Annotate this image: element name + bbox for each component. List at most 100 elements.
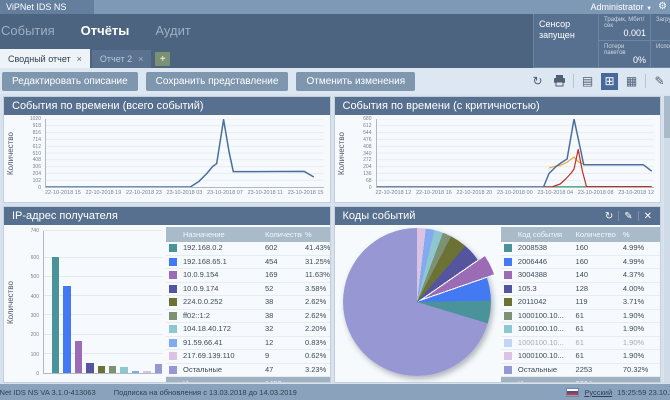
bar-91.59.66.41[interactable] [131, 370, 140, 373]
table-total-row: Итого:3204 [500, 376, 660, 382]
column-header[interactable] [500, 227, 515, 242]
column-header[interactable]: Количество [262, 227, 302, 242]
y-tick-label: 612 [32, 143, 41, 150]
y-tick-label: 476 [363, 136, 372, 143]
close-icon[interactable]: ✕ [643, 210, 652, 222]
table-row[interactable]: 217.69.139.110 9 0.62% [166, 349, 330, 364]
y-tick-label: 300 [30, 313, 39, 320]
column-header[interactable]: % [302, 227, 330, 242]
color-swatch [503, 352, 512, 361]
table-row[interactable]: 1000100.10...611.90%С [500, 322, 660, 337]
bar-Остальные[interactable] [154, 363, 163, 373]
exploded-slice[interactable] [349, 225, 498, 373]
table-row[interactable]: Остальные 47 3.23% [166, 363, 330, 377]
column-header[interactable] [166, 227, 180, 242]
nav-item-audit[interactable]: Аудит [155, 23, 191, 38]
bar-10.0.9.154[interactable] [74, 340, 83, 373]
language-link[interactable]: Русский [584, 387, 613, 397]
stat-cpu: Загрузка ЦП [650, 14, 670, 41]
plot-area [43, 230, 163, 374]
save-view-button[interactable]: Сохранить представление [145, 71, 289, 91]
nav-item-reports[interactable]: Отчёты [80, 23, 130, 38]
bar-10.0.9.174[interactable] [86, 363, 94, 373]
color-swatch [169, 271, 177, 280]
column-header[interactable]: % [619, 227, 657, 242]
color-swatch [169, 352, 177, 361]
column-header[interactable]: Код события [514, 227, 573, 242]
refresh-icon[interactable]: ↻ [532, 74, 543, 88]
close-icon[interactable]: × [138, 54, 144, 64]
table-row[interactable]: 192.168.65.1 454 31.25% [166, 255, 330, 269]
column-header[interactable]: Назначение [180, 227, 262, 242]
close-icon[interactable]: × [76, 53, 82, 64]
tab-summary-report[interactable]: Сводный отчет × [0, 49, 90, 68]
table-row[interactable]: 104.18.40.172 32 2.20% [166, 322, 330, 337]
table-row[interactable]: 10.0.9.154 169 11.63% [166, 268, 330, 283]
y-tick-label: 1020 [29, 116, 41, 122]
list-view-icon[interactable]: ▤ [581, 74, 594, 88]
panel-events-criticality-header[interactable]: События по времени (с критичностью) [334, 97, 660, 115]
table-row[interactable]: 224.0.0.252 38 2.62% [166, 295, 330, 310]
table-row[interactable]: 1000100.10...611.90%С [500, 336, 660, 350]
table-row[interactable]: ff02::1:2 38 2.62% [166, 309, 330, 323]
dashboard-grid: События по времени (всего событий) Колич… [0, 94, 670, 384]
nav-item-events[interactable]: События [1, 23, 55, 38]
color-swatch [503, 271, 512, 280]
column-header[interactable]: Количество [572, 227, 620, 242]
y-tick-label: 0 [38, 185, 41, 191]
refresh-icon[interactable]: ↻ [604, 210, 614, 222]
y-tick-label: 204 [32, 171, 41, 178]
grid-2x2-view-icon[interactable]: ⊞ [601, 72, 618, 90]
edit-icon[interactable]: ✎ [654, 74, 665, 88]
x-tick-label: 23-10-2018 08 [577, 190, 614, 196]
bar-217.69.139.110[interactable] [143, 371, 151, 373]
x-tick-label: 23-10-2018 12 [618, 190, 654, 196]
bar-ff02::1:2[interactable] [109, 365, 117, 373]
print-icon[interactable] [551, 73, 568, 90]
table-row[interactable]: 91.59.66.41 12 0.83% [166, 336, 330, 350]
grid-3x3-view-icon[interactable]: ▦ [625, 74, 638, 88]
table-row[interactable]: 1000100.10...611.90%С [500, 349, 660, 364]
panel-title: IP-адрес получателя [12, 210, 118, 222]
toolbar: Редактировать описание Сохранить предста… [0, 68, 670, 94]
panel-ip-destination-header[interactable]: IP-адрес получателя [4, 207, 330, 225]
header-separator [637, 211, 639, 221]
panel-event-codes-header[interactable]: Коды событий ↻ ✎ ✕ [334, 207, 660, 225]
table-row[interactable]: Остальные 2253 70.32% [500, 363, 660, 377]
data-table: Назначение Количество% 192.168.0.2 602 41.43… [166, 227, 330, 382]
x-tick-label: 22-10-2018 12 [375, 190, 412, 196]
gear-icon[interactable]: ⚙ [658, 1, 667, 12]
bar-104.18.40.172[interactable] [120, 366, 128, 373]
events-criticality-line-chart: Количество 0 68 136 204 272 340 408 476 544 612 680… [335, 115, 661, 202]
scrollbar-thumb[interactable] [664, 96, 670, 138]
panel-events-total-header[interactable]: События по времени (всего событий) [4, 97, 330, 115]
table-row[interactable]: 192.168.0.2 602 41.43% [166, 242, 330, 256]
x-tick-label: 23-10-2018 15 [287, 190, 324, 196]
color-swatch [503, 284, 512, 293]
sensor-stats: Сенсор запущен Трафик, Мбит/сек 0.001 За… [533, 14, 670, 68]
add-tab-button[interactable]: + [155, 52, 171, 66]
cancel-changes-button[interactable]: Отменить изменения [296, 71, 416, 91]
x-tick-label: 22-10-2018 20 [456, 190, 493, 196]
tab-report-2[interactable]: Отчет 2 × [91, 50, 152, 68]
table-row[interactable]: 1000100.10...611.90%С [500, 309, 660, 323]
gridline [44, 276, 162, 278]
bar-192.168.0.2[interactable] [52, 257, 60, 373]
bar-192.168.65.1[interactable] [63, 285, 71, 373]
table-row[interactable]: 10.0.9.174 52 3.58% [166, 282, 330, 296]
nav-links: События Отчёты Аудит [0, 14, 670, 40]
edit-description-button[interactable]: Редактировать описание [2, 71, 138, 91]
bar-224.0.0.252[interactable] [97, 365, 106, 373]
gridline [44, 230, 162, 231]
x-tick-label: 22-10-2018 23 [126, 190, 162, 196]
vertical-scrollbar[interactable] [664, 96, 670, 383]
edit-icon[interactable]: ✎ [624, 210, 633, 222]
x-axis: 22-10-2018 15 22-10-2018 19 22-10-2018 23 2… [45, 188, 324, 201]
column-header[interactable]: К [656, 227, 660, 242]
user-menu[interactable]: Administrator ▼ [590, 2, 653, 12]
